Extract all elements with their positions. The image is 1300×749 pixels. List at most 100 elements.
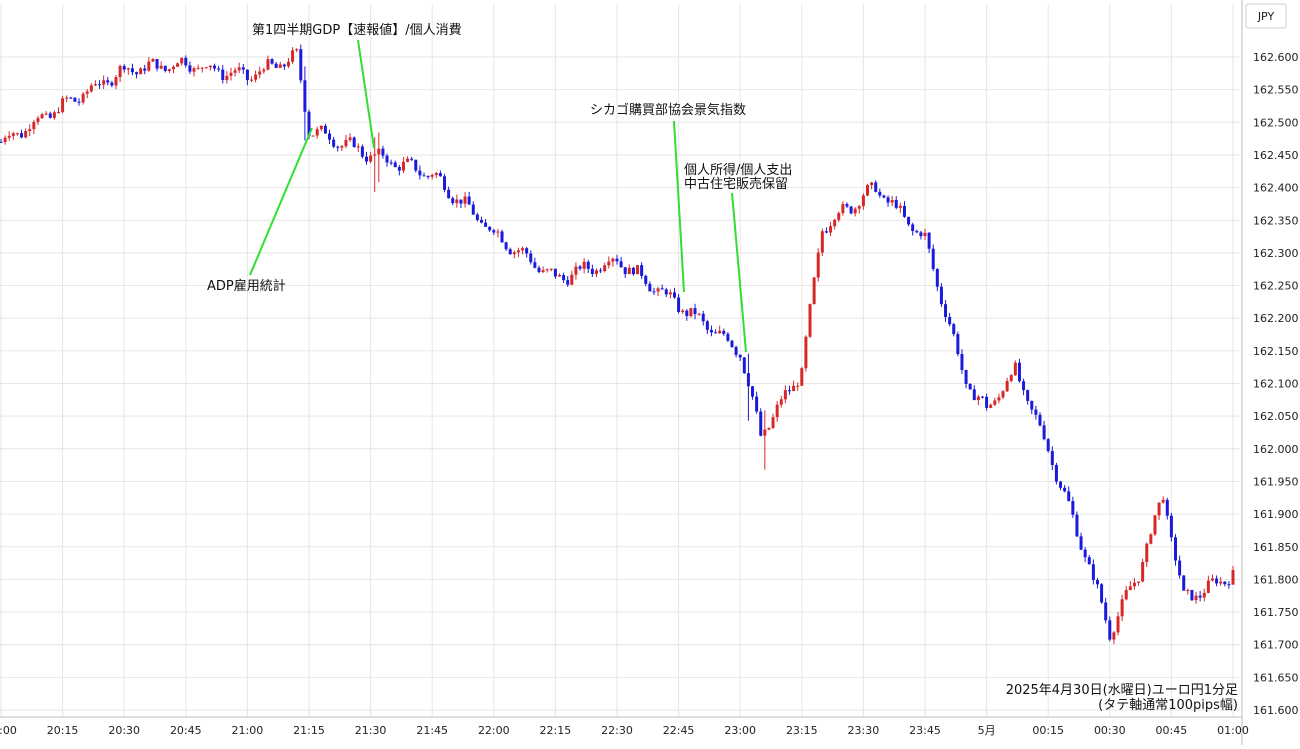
candle-body (422, 175, 426, 177)
candle-body (841, 204, 845, 214)
candle-body (504, 242, 508, 250)
candle-body (656, 288, 660, 292)
candle-body (525, 248, 529, 254)
candle-body (1079, 536, 1083, 550)
candle-body (960, 354, 964, 371)
candle-body (964, 370, 968, 384)
candle-body (623, 267, 627, 275)
candle-body (755, 396, 759, 412)
candle-body (443, 176, 447, 190)
x-tick-label: 01:00 (1217, 724, 1249, 737)
candle-body (274, 63, 278, 68)
candle-body (270, 59, 274, 64)
candle-body (32, 122, 36, 130)
candle-body (323, 125, 327, 134)
candle-body (607, 261, 611, 266)
y-tick-label: 162.150 (1253, 345, 1299, 358)
y-tick-label: 162.500 (1253, 116, 1299, 129)
x-tick-label: 00:45 (1156, 724, 1188, 737)
x-tick-label: 23:45 (909, 724, 941, 737)
candle-body (878, 191, 882, 196)
candle-body (488, 226, 492, 231)
candle-body (783, 390, 787, 400)
annotation-line (357, 39, 375, 149)
candle-body (163, 65, 167, 71)
candle-body (923, 232, 927, 237)
candle-body (130, 68, 134, 73)
candle-body (171, 66, 175, 70)
candle-body (1223, 581, 1227, 585)
candle-body (1112, 632, 1116, 640)
candle-body (800, 368, 804, 386)
y-tick-label: 162.250 (1253, 280, 1299, 293)
candle-body (837, 213, 841, 220)
x-tick-label: 22:00 (478, 724, 510, 737)
candle-body (1030, 400, 1034, 410)
candle-body (7, 135, 11, 138)
candle-body (1100, 584, 1104, 603)
candle-body (644, 275, 648, 284)
annotation-line (673, 120, 685, 293)
candle-body (902, 205, 906, 217)
candle-body (508, 249, 512, 255)
candle-body (147, 61, 151, 71)
x-tick-label: 20:00 (0, 724, 17, 737)
x-tick-label: 21:00 (232, 724, 264, 737)
candle-body (447, 189, 451, 199)
candle-body (299, 49, 303, 81)
candle-body (496, 231, 500, 233)
candle-body (1001, 391, 1005, 398)
candle-body (956, 334, 960, 355)
x-tick-label: 23:15 (786, 724, 818, 737)
candle-body (722, 330, 726, 334)
candle-body (730, 340, 734, 347)
candle-body (1067, 491, 1071, 502)
candle-body (328, 133, 332, 140)
candle-body (459, 199, 463, 204)
candle-body (1153, 515, 1157, 535)
annotation-label: ADP雇用統計 (207, 278, 286, 294)
candle-body (1128, 586, 1132, 591)
candle-body (816, 252, 820, 278)
x-tick-label: 21:15 (293, 724, 325, 737)
candle-body (689, 308, 693, 317)
candle-body (775, 404, 779, 418)
candle-body (640, 265, 644, 276)
candle-body (266, 59, 270, 70)
candle-body (1206, 580, 1210, 593)
candle-body (701, 313, 705, 322)
candle-body (85, 91, 89, 94)
candle-body (250, 79, 254, 81)
candle-body (282, 64, 286, 67)
candle-body (993, 400, 997, 405)
candle-body (356, 146, 360, 148)
candle-body (455, 199, 459, 204)
candle-body (389, 162, 393, 164)
candle-body (1026, 390, 1030, 401)
candle-body (106, 80, 110, 83)
candle-body (225, 75, 229, 81)
candle-body (24, 131, 28, 138)
candle-body (73, 97, 77, 102)
candle-body (1120, 599, 1124, 617)
candle-body (857, 206, 861, 209)
candle-body (714, 332, 718, 334)
candle-body (636, 265, 640, 275)
candle-body (1161, 499, 1165, 503)
candle-body (254, 74, 258, 80)
x-tick-label: 21:45 (416, 724, 448, 737)
candle-body (1182, 575, 1186, 591)
candle-body (541, 270, 545, 273)
candle-body (151, 59, 155, 62)
candle-body (512, 252, 516, 255)
candle-body (110, 82, 114, 86)
candle-body (1231, 570, 1235, 585)
candle-body (385, 155, 389, 163)
candle-body (734, 346, 738, 355)
candle-body (159, 65, 163, 69)
y-tick-label: 162.200 (1253, 312, 1299, 325)
candle-body (1202, 592, 1206, 598)
candle-body (742, 357, 746, 374)
candle-body (972, 389, 976, 401)
candle-body (1145, 543, 1149, 563)
